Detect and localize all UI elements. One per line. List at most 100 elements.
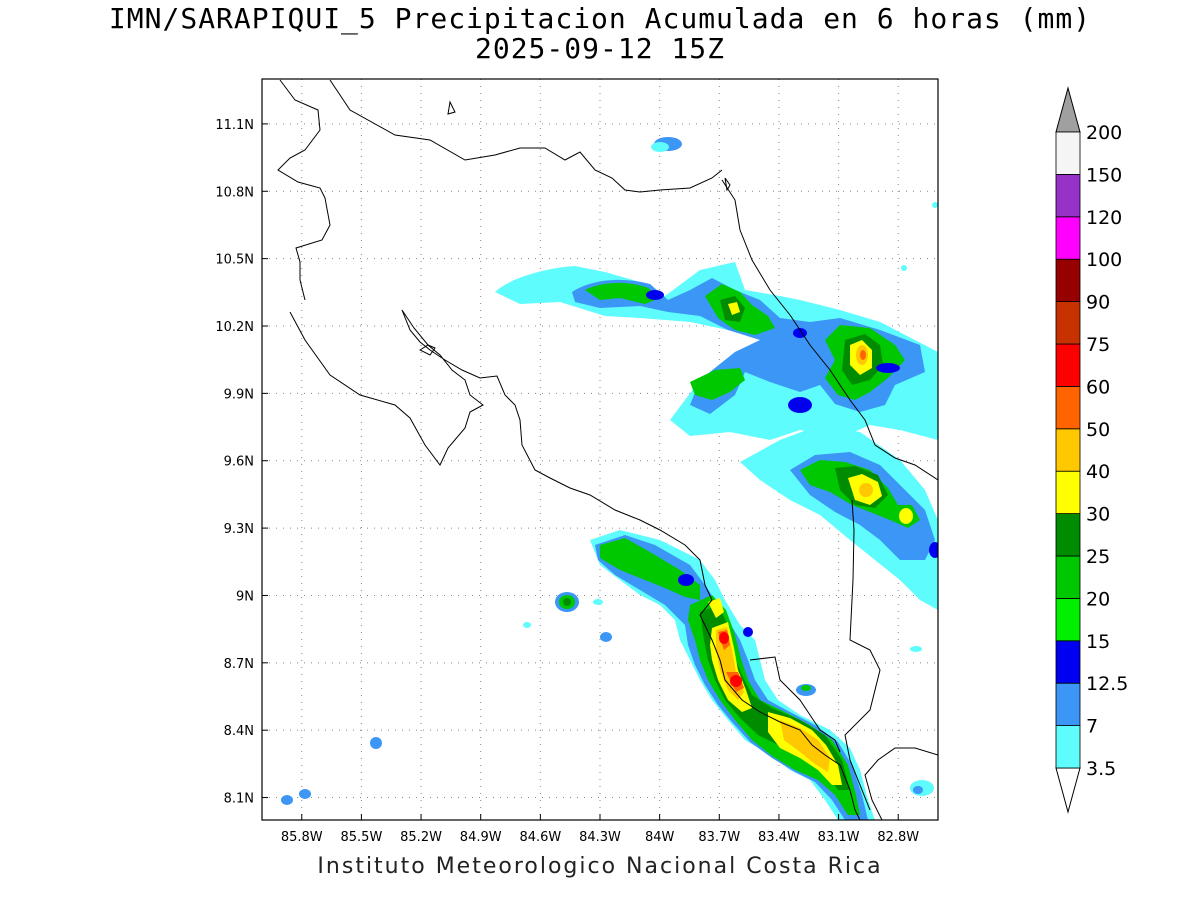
- colorbar-swatch: [1055, 640, 1081, 684]
- lat-tick-label: 10.5N: [215, 253, 254, 268]
- rain-contour-30: [899, 508, 913, 524]
- rain-band-south-pacific: [590, 530, 875, 820]
- lat-tick-label: 11.1N: [215, 118, 254, 133]
- rain-contour-7: [299, 789, 311, 799]
- rain-contour-7: [281, 795, 293, 805]
- lon-tick-label: 84.3W: [579, 830, 621, 845]
- colorbar-level-label: 60: [1086, 376, 1110, 398]
- rain-contour-3.5: [651, 142, 669, 152]
- colorbar-level-label: 90: [1086, 292, 1110, 314]
- rain-contour-25: [563, 598, 571, 606]
- rain-contour-12.5: [678, 574, 694, 586]
- lon-tick-label: 84W: [645, 830, 675, 845]
- lon-tick-label: 85.8W: [281, 830, 323, 845]
- colorbar-level-label: 100: [1086, 249, 1122, 271]
- rain-contour-15: [801, 685, 811, 691]
- footer-credit: Instituto Meteorologico Nacional Costa R…: [317, 854, 883, 879]
- rain-contour-12.5: [646, 290, 664, 300]
- coastlines-and-borders: [277, 79, 938, 820]
- lat-tick-label: 10.2N: [215, 320, 254, 335]
- colorbar-over-triangle: [1055, 86, 1081, 133]
- rain-contour-3.5: [910, 646, 922, 652]
- colorbar-swatch: [1055, 301, 1081, 345]
- caribbean-coast: [721, 179, 938, 481]
- chart-subtitle-datetime: 2025-09-12 15Z: [474, 32, 725, 65]
- colorbar-swatch: [1055, 513, 1081, 557]
- gulf-of-nicoya-island: [418, 344, 436, 356]
- rain-contour-40: [859, 483, 873, 497]
- rain-contour-3.5: [523, 622, 531, 628]
- colorbar-swatch: [1055, 555, 1081, 599]
- colorbar-level-label: 120: [1086, 207, 1122, 229]
- lat-tick-label: 9.6N: [224, 455, 254, 470]
- rain-contour-12.5: [929, 542, 938, 558]
- colorbar-under-triangle: [1055, 767, 1081, 814]
- rain-contour-3.5: [901, 265, 907, 271]
- lon-tick-label: 83.4W: [758, 830, 800, 845]
- rain-contour-3.5: [740, 425, 938, 610]
- colorbar-swatch: [1055, 682, 1081, 727]
- rain-contour-15: [585, 282, 905, 400]
- rain-contour-30: [728, 302, 872, 375]
- colorbar-swatch: [1055, 131, 1081, 175]
- lat-tick-label: 10.8N: [215, 185, 254, 200]
- colorbar-swatch: [1055, 343, 1081, 387]
- lat-tick-label: 9.3N: [224, 522, 254, 537]
- rain-contour-50: [860, 350, 866, 360]
- rain-contour-40: [716, 627, 830, 772]
- lat-tick-label: 8.4N: [224, 724, 254, 739]
- colorbar-level-label: 50: [1086, 419, 1110, 441]
- lon-tick-label: 85.2W: [400, 830, 442, 845]
- rain-contour-12.5: [876, 363, 900, 373]
- rain-contour-3.5: [932, 202, 938, 208]
- san-juan-river-island: [447, 100, 456, 115]
- colorbar-swatch: [1055, 258, 1081, 303]
- rain-contour-7: [370, 737, 382, 749]
- colorbar-level-label: 25: [1086, 546, 1110, 568]
- lon-tick-label: 83.1W: [818, 830, 860, 845]
- colorbar-level-label: 200: [1086, 122, 1122, 144]
- lon-tick-label: 84.9W: [460, 830, 502, 845]
- lon-tick-label: 83.7W: [698, 830, 740, 845]
- rain-contour-12.5: [788, 397, 812, 413]
- rain-contour-7: [600, 632, 612, 642]
- chart-title: IMN/SARAPIQUI_5 Precipitacion Acumulada …: [108, 2, 1092, 35]
- rain-band-middle-caribbean: [740, 425, 938, 610]
- colorbar-level-label: 150: [1086, 164, 1122, 186]
- lat-tick-label: 9N: [236, 589, 254, 604]
- nicaragua-costa-rica-border-north: [277, 79, 331, 301]
- lon-tick-label: 84.6W: [519, 830, 561, 845]
- colorbar-swatch: [1055, 216, 1081, 260]
- colorbar-level-label: 75: [1086, 334, 1110, 356]
- colorbar-level-label: 30: [1086, 504, 1110, 526]
- colorbar-level-label: 3.5: [1086, 758, 1116, 780]
- colorbar-swatch: [1055, 385, 1081, 430]
- colorbar-level-label: 20: [1086, 588, 1110, 610]
- lat-tick-label: 8.1N: [224, 792, 254, 807]
- colorbar-level-label: 12.5: [1086, 673, 1128, 695]
- lon-tick-label: 85.5W: [341, 830, 383, 845]
- panama-border: [844, 499, 881, 811]
- colorbar-swatch: [1055, 470, 1081, 515]
- caribbean-island: [724, 177, 731, 192]
- rain-isolated-cells: [281, 202, 938, 805]
- lat-tick-label: 8.7N: [224, 657, 254, 672]
- colorbar-level-label: 40: [1086, 461, 1110, 483]
- nicoya-pacific-coast: [289, 309, 861, 820]
- colorbar-swatch: [1055, 725, 1081, 769]
- map-axis-ticks: 11.1N 10.8N 10.5N 10.2N 9.9N 9.6N 9.3N 9N 8.7N 8.…: [215, 118, 919, 845]
- colorbar-level-label: 15: [1086, 631, 1110, 653]
- rain-contour-60: [719, 632, 729, 644]
- burica-coast: [864, 747, 938, 820]
- colorbar-swatch: [1055, 598, 1081, 642]
- rain-contour-3.5: [593, 599, 603, 605]
- colorbar-swatch: [1055, 428, 1081, 472]
- colorbar-swatch: [1055, 173, 1081, 218]
- lon-tick-label: 82.8W: [877, 830, 919, 845]
- osa-peninsula-coast: [749, 656, 841, 753]
- rain-contour-12.5: [913, 786, 923, 794]
- rain-contour-12.5: [743, 627, 753, 637]
- lat-tick-label: 9.9N: [224, 387, 254, 402]
- colorbar-level-label: 7: [1086, 716, 1098, 738]
